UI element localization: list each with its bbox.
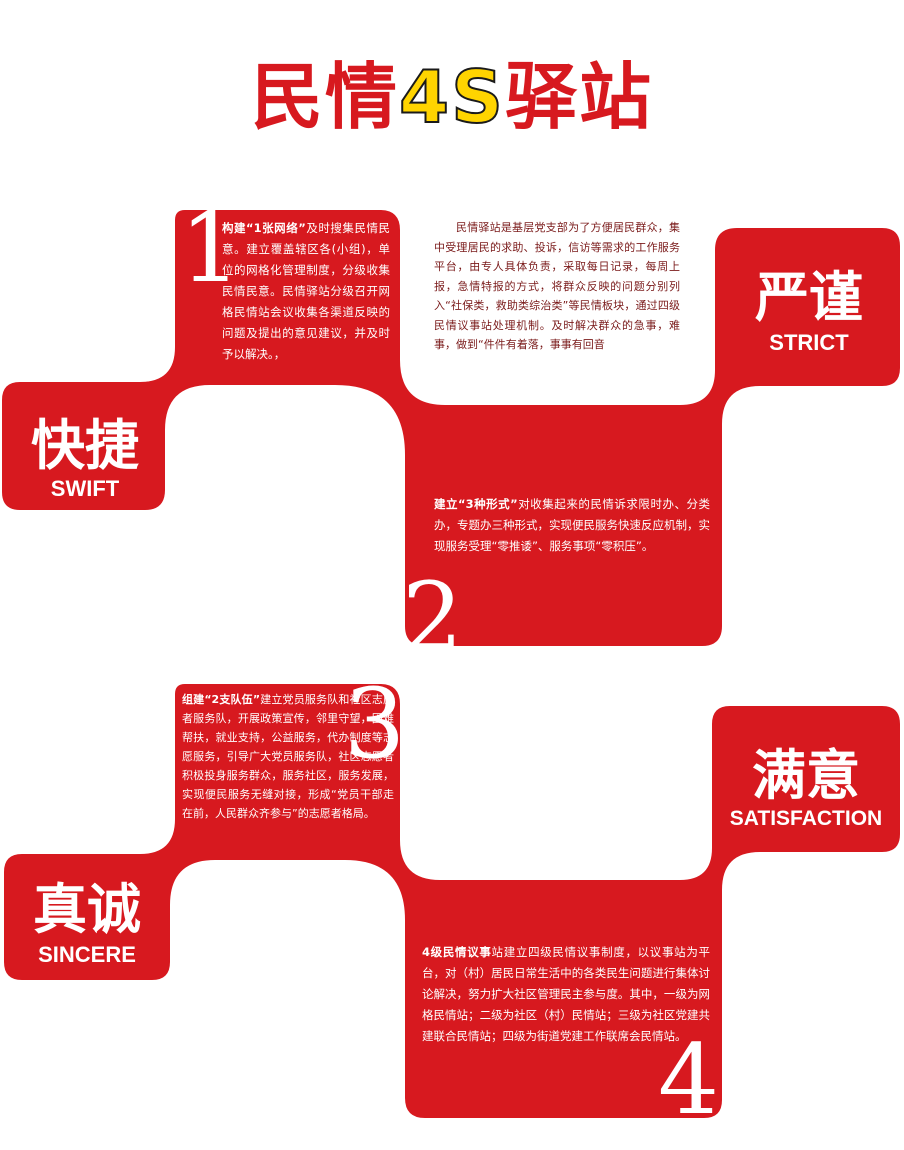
satisfaction-number: 4 [658, 1024, 720, 1136]
satisfaction-text: 站建立四级民情议事制度，以议事站为平台，对（村）居民日常生活中的各类民生问题进行… [422, 945, 710, 1043]
sincere-text: 建立党员服务队和社区志愿者服务队，开展政策宣传，邻里守望，困难帮扶，就业支持，公… [182, 693, 394, 820]
strict-text: 对收集起来的民情诉求限时办、分类办，专题办三种形式，实现便民服务快速反应机制，实… [434, 497, 711, 553]
sincere-lead: 组建“2支队伍” [182, 693, 261, 706]
swift-label-en: SWIFT [50, 476, 120, 501]
swift-text: 及时搜集民情民意。建立覆盖辖区各(小组)，单位的网格化管理制度，分级收集民情民意… [222, 221, 390, 361]
satisfaction-label-zh: 满意 [752, 744, 860, 807]
title-part-1: 民情 [251, 55, 400, 139]
satisfaction-lead: 4级民情议事 [422, 945, 492, 959]
sincere-text-block: 组建“2支队伍”建立党员服务队和社区志愿者服务队，开展政策宣传，邻里守望，困难帮… [182, 690, 394, 823]
strict-text-block: 建立“3种形式”对收集起来的民情诉求限时办、分类办，专题办三种形式，实现便民服务… [434, 494, 710, 557]
swift-number: 1 [180, 192, 242, 304]
lower-red-shape [4, 684, 900, 1118]
sincere-label-en: SINCERE [38, 942, 136, 967]
strict-label-zh: 严谨 [755, 266, 863, 329]
swift-label-zh: 快捷 [31, 414, 139, 477]
sincere-label-zh: 真诚 [33, 878, 141, 941]
title-part-3: 驿站 [504, 55, 653, 139]
intro-text: 民情驿站是基层党支部为了方便居民群众，集中受理居民的求助、投诉，信访等需求的工作… [434, 221, 680, 351]
title-part-2: 4S [398, 54, 505, 140]
page-title: 民情4S驿站 [0, 52, 904, 142]
upper-red-shape [2, 210, 900, 646]
intro-card [424, 210, 686, 380]
satisfaction-label-en: SATISFACTION [729, 807, 883, 830]
swift-lead: 构建“1张网络” [222, 221, 306, 235]
swift-text-block: 构建“1张网络”及时搜集民情民意。建立覆盖辖区各(小组)，单位的网格化管理制度，… [222, 218, 390, 365]
strict-lead: 建立“3种形式” [434, 497, 518, 511]
strict-number: 2 [402, 562, 464, 674]
sincere-number: 3 [344, 668, 406, 780]
strict-label-en: STRICT [769, 330, 849, 355]
satisfaction-text-block: 4级民情议事站建立四级民情议事制度，以议事站为平台，对（村）居民日常生活中的各类… [422, 942, 710, 1047]
